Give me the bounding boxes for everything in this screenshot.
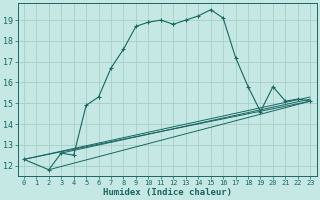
X-axis label: Humidex (Indice chaleur): Humidex (Indice chaleur) (103, 188, 232, 197)
